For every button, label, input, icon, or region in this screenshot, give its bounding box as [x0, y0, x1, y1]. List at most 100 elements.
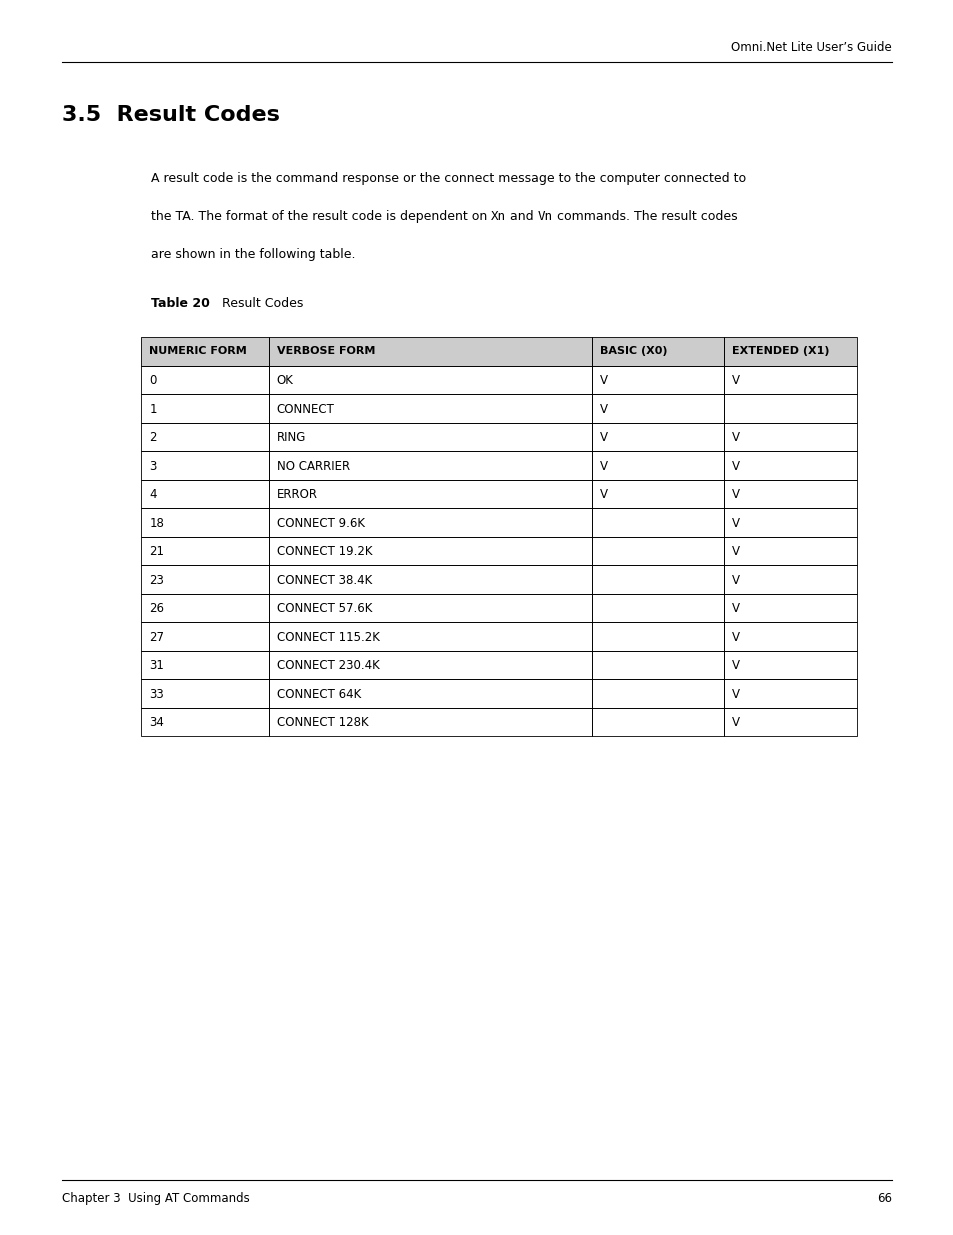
- Text: 0: 0: [149, 374, 156, 388]
- Bar: [723, 651, 856, 679]
- Text: Chapter 3  Using AT Commands: Chapter 3 Using AT Commands: [62, 1192, 250, 1205]
- Text: commands. The result codes: commands. The result codes: [552, 210, 737, 224]
- Text: are shown in the following table.: are shown in the following table.: [151, 248, 355, 261]
- Bar: [269, 394, 592, 422]
- Bar: [591, 537, 723, 566]
- Text: 23: 23: [149, 574, 164, 587]
- Text: V: V: [599, 374, 607, 388]
- Text: CONNECT 128K: CONNECT 128K: [276, 716, 368, 730]
- Text: V: V: [599, 431, 607, 445]
- Bar: [269, 622, 592, 651]
- Text: 2: 2: [149, 431, 156, 445]
- Text: V: V: [599, 459, 607, 473]
- Bar: [141, 422, 269, 451]
- Text: 21: 21: [149, 546, 164, 558]
- Text: V: V: [732, 659, 740, 672]
- Bar: [591, 480, 723, 509]
- Bar: [141, 708, 269, 736]
- Bar: [141, 337, 856, 366]
- Bar: [591, 594, 723, 622]
- Bar: [269, 679, 592, 708]
- Bar: [723, 537, 856, 566]
- Text: the TA. The format of the result code is dependent on: the TA. The format of the result code is…: [151, 210, 491, 224]
- Bar: [591, 337, 723, 366]
- Bar: [269, 480, 592, 509]
- Bar: [141, 622, 269, 651]
- Text: 4: 4: [149, 488, 156, 501]
- Bar: [141, 594, 269, 622]
- Bar: [723, 337, 856, 366]
- Text: 34: 34: [149, 716, 164, 730]
- Text: NO CARRIER: NO CARRIER: [276, 459, 350, 473]
- Bar: [269, 422, 592, 451]
- Text: V: V: [732, 488, 740, 501]
- Bar: [141, 366, 269, 394]
- Bar: [269, 337, 592, 366]
- Text: CONNECT 19.2K: CONNECT 19.2K: [276, 546, 372, 558]
- Bar: [591, 366, 723, 394]
- Bar: [141, 451, 269, 480]
- Bar: [141, 679, 269, 708]
- Bar: [591, 566, 723, 594]
- Bar: [269, 451, 592, 480]
- Bar: [723, 566, 856, 594]
- Text: CONNECT: CONNECT: [276, 403, 335, 416]
- Text: V: V: [732, 574, 740, 587]
- Bar: [591, 394, 723, 422]
- Bar: [723, 708, 856, 736]
- Text: EXTENDED (X1): EXTENDED (X1): [732, 346, 829, 356]
- Bar: [269, 509, 592, 537]
- Text: V: V: [732, 546, 740, 558]
- Text: CONNECT 57.6K: CONNECT 57.6K: [276, 603, 372, 615]
- Text: 18: 18: [149, 517, 164, 530]
- Text: BASIC (X0): BASIC (X0): [599, 346, 667, 356]
- Bar: [269, 651, 592, 679]
- Text: Result Codes: Result Codes: [210, 298, 303, 310]
- Text: NUMERIC FORM: NUMERIC FORM: [149, 346, 247, 356]
- Bar: [591, 708, 723, 736]
- Bar: [723, 509, 856, 537]
- Bar: [141, 509, 269, 537]
- Text: CONNECT 230.4K: CONNECT 230.4K: [276, 659, 379, 672]
- Text: V: V: [732, 374, 740, 388]
- Bar: [723, 594, 856, 622]
- Text: CONNECT 38.4K: CONNECT 38.4K: [276, 574, 372, 587]
- Bar: [591, 622, 723, 651]
- Text: 3: 3: [149, 459, 156, 473]
- Text: 1: 1: [149, 403, 156, 416]
- Bar: [723, 480, 856, 509]
- Text: 33: 33: [149, 688, 164, 700]
- Text: V: V: [599, 403, 607, 416]
- Text: V: V: [732, 517, 740, 530]
- Bar: [591, 509, 723, 537]
- Text: RING: RING: [276, 431, 306, 445]
- Bar: [591, 422, 723, 451]
- Bar: [269, 566, 592, 594]
- Bar: [591, 451, 723, 480]
- Text: V: V: [732, 688, 740, 700]
- Text: V: V: [732, 631, 740, 643]
- Text: V: V: [599, 488, 607, 501]
- Bar: [141, 394, 269, 422]
- Text: CONNECT 64K: CONNECT 64K: [276, 688, 360, 700]
- Text: 66: 66: [876, 1192, 891, 1205]
- Bar: [141, 537, 269, 566]
- Bar: [591, 679, 723, 708]
- Text: V: V: [732, 459, 740, 473]
- Bar: [723, 422, 856, 451]
- Bar: [723, 366, 856, 394]
- Bar: [723, 622, 856, 651]
- Text: 31: 31: [149, 659, 164, 672]
- Text: Omni.Net Lite User’s Guide: Omni.Net Lite User’s Guide: [730, 41, 891, 54]
- Bar: [141, 651, 269, 679]
- Text: and: and: [505, 210, 537, 224]
- Text: 26: 26: [149, 603, 164, 615]
- Bar: [723, 394, 856, 422]
- Bar: [141, 480, 269, 509]
- Bar: [269, 708, 592, 736]
- Bar: [723, 451, 856, 480]
- Text: ERROR: ERROR: [276, 488, 317, 501]
- Text: Xn: Xn: [491, 210, 505, 224]
- Bar: [269, 594, 592, 622]
- Text: V: V: [732, 716, 740, 730]
